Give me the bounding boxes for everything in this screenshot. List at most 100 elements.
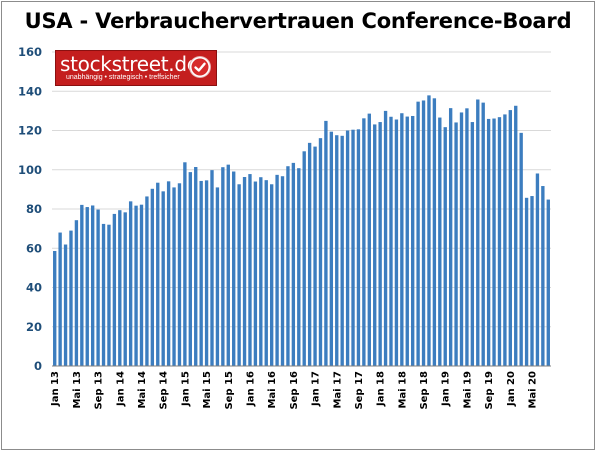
bar <box>286 166 290 366</box>
bar <box>421 100 426 366</box>
bar <box>546 199 550 366</box>
bar <box>215 187 220 366</box>
bar <box>340 135 344 366</box>
bar <box>530 196 534 366</box>
bar <box>269 184 274 366</box>
x-tick-label: Sep 17 <box>354 371 365 410</box>
bar <box>459 112 464 366</box>
bar <box>367 113 371 367</box>
y-tick-label: 20 <box>26 320 42 334</box>
bar <box>232 171 236 366</box>
checkmark-icon <box>190 57 210 77</box>
bar <box>302 151 306 366</box>
x-tick-label: Mai 16 <box>267 371 278 409</box>
bar <box>394 119 399 366</box>
bar <box>63 244 68 366</box>
bar <box>204 180 209 366</box>
bar <box>541 186 545 366</box>
y-tick-label: 60 <box>26 241 42 255</box>
bar <box>476 99 480 367</box>
bar <box>427 95 431 367</box>
bar <box>405 116 409 366</box>
y-axis-ticks: 0 20 40 60 80 100 120 140 160 <box>18 45 42 373</box>
bar <box>85 207 89 366</box>
bar <box>134 205 138 366</box>
bar <box>166 181 171 366</box>
bar <box>486 118 491 366</box>
x-tick-label: Sep 14 <box>159 371 170 410</box>
bar <box>183 162 187 366</box>
x-axis-ticks: Jan 13 Mai 13 Sep 13 Jan 14 Mai 14 Sep 14 Jan … <box>50 371 538 410</box>
bar <box>481 102 485 366</box>
bar <box>242 177 247 366</box>
bar <box>291 162 296 366</box>
y-tick-label: 80 <box>26 202 42 216</box>
bar <box>324 120 328 366</box>
x-tick-label: Sep 19 <box>484 371 495 410</box>
y-tick-label: 160 <box>18 45 42 59</box>
bar <box>438 117 442 366</box>
x-tick-label: Jan 18 <box>376 371 387 407</box>
bar <box>514 105 518 367</box>
bar <box>524 197 529 366</box>
x-tick-label: Mai 17 <box>332 371 343 409</box>
bar <box>465 108 469 366</box>
bar <box>508 110 512 366</box>
bar <box>210 170 214 366</box>
x-tick-label: Jan 19 <box>441 371 452 407</box>
bar <box>378 122 382 366</box>
bar <box>389 116 393 366</box>
bar <box>139 204 144 366</box>
x-tick-label: Mai 18 <box>397 371 408 409</box>
bar <box>118 210 122 366</box>
bar <box>107 224 111 366</box>
x-tick-label: Jan 20 <box>506 371 517 407</box>
x-tick-label: Sep 16 <box>289 371 300 410</box>
bar <box>58 232 62 366</box>
bar <box>448 108 453 366</box>
bar <box>91 205 95 366</box>
bar <box>248 174 252 366</box>
x-tick-label: Jan 16 <box>245 371 256 407</box>
bar <box>443 127 447 366</box>
x-tick-label: Jan 15 <box>180 371 191 407</box>
bar-series <box>53 95 550 367</box>
y-tick-label: 120 <box>18 124 42 138</box>
bar <box>470 122 475 366</box>
bar <box>80 204 84 366</box>
bar <box>177 183 182 366</box>
bar <box>454 122 458 366</box>
bar <box>53 251 57 366</box>
bar <box>411 115 415 366</box>
bar <box>335 135 339 366</box>
bar <box>280 176 285 366</box>
chart-title: USA - Verbrauchervertrauen Conference-Bo… <box>24 9 572 33</box>
bar <box>199 180 203 366</box>
x-tick-label: Jan 14 <box>115 371 126 407</box>
y-tick-label: 100 <box>18 163 42 177</box>
bar <box>329 131 334 366</box>
bar <box>226 164 230 366</box>
bar <box>492 118 496 366</box>
bar <box>383 110 388 367</box>
x-tick-label: Jan 17 <box>311 371 322 407</box>
bar <box>318 138 323 366</box>
bar <box>156 182 160 366</box>
bar <box>123 212 127 366</box>
x-tick-label: Sep 18 <box>419 371 430 410</box>
bar <box>112 213 117 366</box>
bar <box>253 181 258 366</box>
bar <box>128 201 133 366</box>
x-tick-label: Mai 13 <box>72 371 83 409</box>
bar <box>535 173 540 366</box>
bar <box>264 180 268 366</box>
x-tick-label: Mai 15 <box>202 371 213 409</box>
bar <box>497 117 502 366</box>
y-tick-label: 140 <box>18 84 42 98</box>
bar <box>362 118 366 366</box>
bar <box>373 124 377 366</box>
bar <box>172 187 176 366</box>
bar <box>74 220 79 366</box>
x-tick-label: Sep 15 <box>224 371 235 410</box>
bar <box>150 188 155 366</box>
